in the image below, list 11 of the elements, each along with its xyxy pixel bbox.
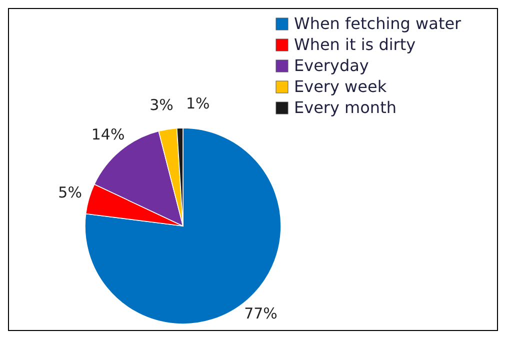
legend-label: Every month <box>294 98 396 117</box>
legend-label: Every week <box>294 77 388 96</box>
legend-label: When it is dirty <box>294 35 416 54</box>
data-label: 5% <box>58 183 82 202</box>
legend-label: Everyday <box>294 56 369 75</box>
pie-slice <box>84 128 282 324</box>
data-label: 77% <box>244 304 278 322</box>
legend-label: When fetching water <box>294 14 462 33</box>
data-label: 3% <box>150 96 174 114</box>
data-label: 14% <box>91 125 125 144</box>
data-label: 1% <box>186 94 210 113</box>
